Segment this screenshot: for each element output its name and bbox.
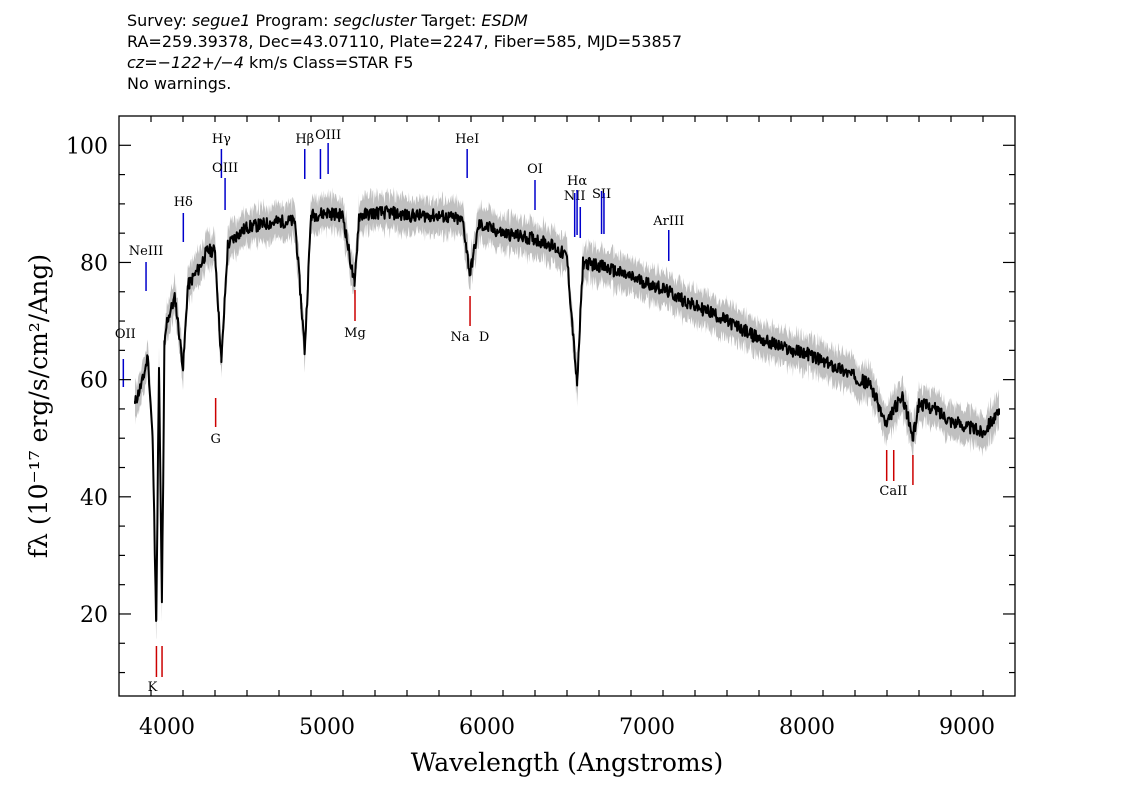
header-line-warnings: No warnings. [127, 74, 232, 93]
spectral-line-label: K [148, 680, 158, 695]
spectral-line-label: CaII [879, 484, 907, 499]
y-tick-label: 100 [66, 134, 108, 159]
spectral-line-label: Na [450, 330, 469, 345]
flux-line [134, 205, 1000, 622]
axis-ticks: 4000 5000 6000 7000 8000 9000 20 40 60 80 100 [66, 116, 1015, 740]
y-tick-label: 20 [80, 603, 108, 628]
spectral-line-label: D [479, 330, 489, 345]
x-tick-label: 5000 [299, 715, 355, 740]
x-tick-label: 4000 [139, 715, 195, 740]
x-tick-label: 9000 [939, 715, 995, 740]
spectral-line-label: OII [115, 327, 136, 342]
x-tick-label: 8000 [779, 715, 835, 740]
y-tick-label: 80 [80, 251, 108, 276]
survey-value: segue1 [191, 11, 251, 30]
spectral-line-label: OIII [315, 128, 341, 143]
header-line-coordinates: RA=259.39378, Dec=43.07110, Plate=2247, … [127, 32, 683, 51]
spectral-line-label: NII [564, 189, 586, 204]
spectral-line-label: Hα [567, 174, 587, 189]
header-line-survey: Survey: segue1 Program: segcluster Targe… [127, 10, 682, 31]
spectral-line-label: OI [527, 162, 543, 177]
header-line-redshift: cz=−122+/−4 km/s Class=STAR F5 [127, 52, 682, 73]
spectral-line-label: Hβ [295, 132, 314, 147]
class-value: km/s Class=STAR F5 [243, 53, 414, 72]
redshift-value: cz=−122+/−4 [127, 53, 244, 72]
spectral-line-label: Hγ [212, 132, 231, 147]
x-tick-label: 6000 [459, 715, 515, 740]
spectral-line-label: NeIII [129, 244, 163, 259]
program-label: Program: [250, 11, 334, 30]
spectral-line-label: ArIII [652, 214, 684, 229]
y-tick-label: 60 [80, 369, 108, 394]
x-axis-label: Wavelength (Angstroms) [411, 748, 723, 777]
spectral-line-label: Hδ [174, 195, 193, 210]
spectral-line-label: Mg [344, 326, 366, 341]
x-tick-label: 7000 [619, 715, 675, 740]
spectral-line-label: OIII [212, 161, 238, 176]
y-axis-label: fλ (10⁻¹⁷ erg/s/cm²/Ang) [24, 254, 53, 558]
target-label: Target: [416, 11, 482, 30]
program-value: segcluster [333, 11, 417, 30]
spectral-line-label: HeI [455, 132, 479, 147]
spectral-line-label: G [210, 432, 220, 447]
spectral-line-label: SII [592, 187, 611, 202]
flux-line-layer [134, 205, 1000, 622]
spectrum-header: Survey: segue1 Program: segcluster Targe… [127, 10, 682, 94]
survey-label: Survey: [127, 11, 192, 30]
target-value: ESDM [481, 11, 528, 30]
y-tick-label: 40 [80, 486, 108, 511]
